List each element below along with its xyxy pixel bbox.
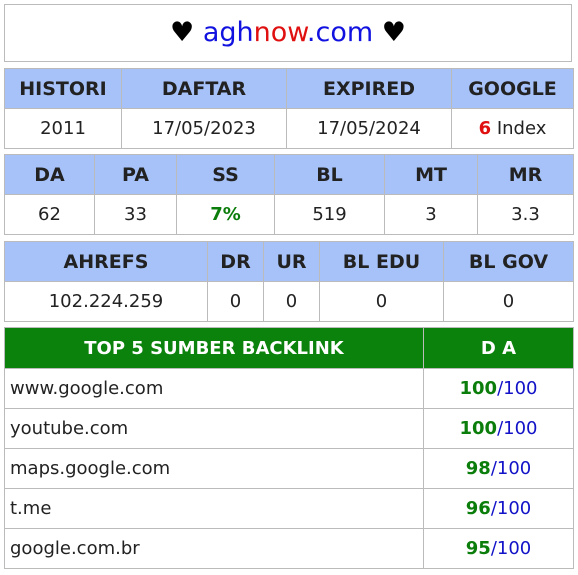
backlink-da-max: 100 [496, 538, 532, 559]
backlink-da-sep: / [497, 378, 504, 399]
domain-name-part3: .com [306, 17, 374, 48]
header-da: DA [4, 154, 95, 195]
header-google: GOOGLE [451, 68, 574, 109]
backlink-da-max: 100 [503, 418, 538, 439]
backlink-da: 96/100 [423, 488, 574, 529]
value-mt: 3 [384, 194, 478, 235]
table-row: t.me 96/100 [4, 488, 574, 529]
value-ur: 0 [263, 281, 320, 322]
backlink-da: 98/100 [423, 448, 574, 489]
backlink-da-value: 98 [465, 458, 491, 479]
value-pa: 33 [94, 194, 177, 235]
header-histori: HISTORI [4, 68, 122, 109]
value-bl-edu: 0 [319, 281, 444, 322]
backlink-da-max: 100 [496, 458, 532, 479]
backlink-da: 100/100 [423, 368, 574, 409]
backlink-da-max: 100 [496, 498, 532, 519]
heart-icon-right: ♥ [381, 17, 406, 48]
header-top-backlink: TOP 5 SUMBER BACKLINK [4, 327, 424, 369]
value-histori: 2011 [4, 108, 122, 149]
backlink-da-sep: / [497, 418, 504, 439]
header-bl: BL [274, 154, 385, 195]
backlink-site: t.me [4, 488, 424, 529]
value-da: 62 [4, 194, 95, 235]
backlink-da-sep: / [490, 498, 497, 519]
header-mr: MR [477, 154, 574, 195]
backlink-da-value: 96 [465, 498, 491, 519]
value-dr: 0 [207, 281, 264, 322]
value-bl: 519 [274, 194, 385, 235]
table-row: google.com.br 95/100 [4, 528, 574, 569]
google-index-count: 6 [478, 118, 492, 139]
backlink-da-sep: / [490, 458, 497, 479]
value-bl-gov: 0 [443, 281, 574, 322]
table-row: maps.google.com 98/100 [4, 448, 574, 489]
ahrefs-table: AHREFS DR UR BL EDU BL GOV 102.224.259 0… [4, 241, 574, 322]
value-ahrefs: 102.224.259 [4, 281, 208, 322]
header-ahrefs: AHREFS [4, 241, 208, 282]
header-bl-gov: BL GOV [443, 241, 574, 282]
heart-icon-left: ♥ [170, 17, 195, 48]
value-mr: 3.3 [477, 194, 574, 235]
header-bl-edu: BL EDU [319, 241, 444, 282]
domain-name-part1: agh [202, 17, 254, 48]
table-row: youtube.com 100/100 [4, 408, 574, 449]
backlink-da-value: 100 [459, 418, 498, 439]
backlink-da-sep: / [490, 538, 497, 559]
table-row: www.google.com 100/100 [4, 368, 574, 409]
backlink-table: TOP 5 SUMBER BACKLINK D A www.google.com… [4, 327, 574, 569]
value-ss: 7% [176, 194, 275, 235]
backlink-site: youtube.com [4, 408, 424, 449]
google-index-label: Index [496, 118, 547, 139]
value-google: 6 Index [451, 108, 574, 149]
domain-title: ♥ aghnow.com ♥ [4, 4, 572, 62]
backlink-da-max: 100 [503, 378, 538, 399]
header-pa: PA [94, 154, 177, 195]
backlink-da-value: 95 [465, 538, 491, 559]
value-daftar: 17/05/2023 [121, 108, 287, 149]
metrics-table: DA PA SS BL MT MR 62 33 7% 519 3 3.3 [4, 154, 574, 235]
header-daftar: DAFTAR [121, 68, 287, 109]
value-expired: 17/05/2024 [286, 108, 452, 149]
header-expired: EXPIRED [286, 68, 452, 109]
header-ss: SS [176, 154, 275, 195]
backlink-site: www.google.com [4, 368, 424, 409]
history-table: HISTORI DAFTAR EXPIRED GOOGLE 2011 17/05… [4, 68, 574, 149]
backlink-da: 95/100 [423, 528, 574, 569]
backlink-site: maps.google.com [4, 448, 424, 489]
backlink-da: 100/100 [423, 408, 574, 449]
header-ur: UR [263, 241, 320, 282]
domain-name-part2: now [253, 17, 307, 48]
header-mt: MT [384, 154, 478, 195]
backlink-site: google.com.br [4, 528, 424, 569]
header-backlink-da: D A [423, 327, 574, 369]
header-dr: DR [207, 241, 264, 282]
backlink-da-value: 100 [459, 378, 498, 399]
